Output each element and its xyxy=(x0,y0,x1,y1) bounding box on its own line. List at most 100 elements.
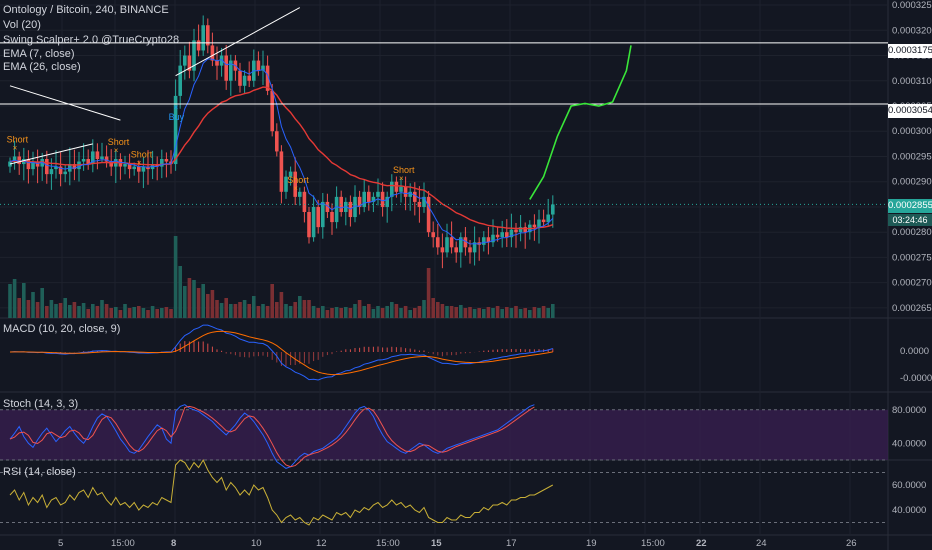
candle-body xyxy=(284,176,288,192)
candle-body xyxy=(413,191,417,202)
volume-bar xyxy=(505,307,509,318)
x-tick-label: 24 xyxy=(756,538,767,549)
level-upper-tag: 0.0003175 xyxy=(888,44,932,58)
candle-body xyxy=(12,156,17,162)
volume-bar xyxy=(477,308,481,318)
volume-bar xyxy=(491,308,495,318)
volume-bar xyxy=(256,306,261,318)
candle-body xyxy=(49,169,54,175)
trendline xyxy=(9,143,93,165)
candle-body xyxy=(302,191,307,212)
candle-body xyxy=(325,201,330,212)
volume-bar xyxy=(307,300,311,318)
candle-body xyxy=(491,234,495,243)
volume-bar xyxy=(233,304,238,318)
volume-bar xyxy=(123,304,127,318)
volume-bar xyxy=(127,308,132,318)
volume-bar xyxy=(215,300,219,318)
volume-bar xyxy=(334,307,339,318)
volume-bar xyxy=(311,306,316,318)
volume-bar xyxy=(54,304,58,318)
volume-bar xyxy=(201,284,205,318)
stoch-k-line xyxy=(9,404,535,469)
volume-bar xyxy=(348,308,353,318)
volume-bar xyxy=(298,296,302,318)
macd-tick-label: -0.0000 xyxy=(900,373,932,384)
volume-bar xyxy=(63,298,67,318)
candle-body xyxy=(35,161,40,167)
candle-body xyxy=(546,214,550,223)
rsi-tick-label: 40.0000 xyxy=(892,505,926,516)
candle-body xyxy=(454,247,458,253)
candle-body xyxy=(486,237,491,243)
volume-bar xyxy=(376,306,380,318)
x-tick-label: 5 xyxy=(58,538,63,549)
ema7-line xyxy=(9,58,554,245)
candle-body xyxy=(72,164,77,170)
volume-bar xyxy=(454,307,458,318)
volume-bar xyxy=(196,288,201,318)
candle-body xyxy=(137,166,141,172)
chart-title: Ontology / Bitcoin, 240, BINANCE xyxy=(3,4,169,16)
candle-body xyxy=(86,159,90,165)
volume-bar xyxy=(528,310,532,318)
volume-bar xyxy=(150,306,155,318)
volume-bar xyxy=(137,306,141,318)
candle-body xyxy=(275,131,279,152)
current-price-tag: 0.0002855 xyxy=(888,199,932,213)
volume-bar xyxy=(468,307,472,318)
candle-body xyxy=(505,232,509,238)
volume-bar xyxy=(100,300,104,318)
volume-bar xyxy=(252,296,256,318)
x-tick-label: 15:00 xyxy=(111,538,135,549)
volume-bar xyxy=(380,308,385,318)
candle-body xyxy=(422,196,426,207)
volume-bar xyxy=(495,306,500,318)
volume-bar xyxy=(325,310,330,318)
ema26-line xyxy=(9,86,554,230)
legend-vol: Vol (20) xyxy=(3,19,41,31)
volume-bar xyxy=(279,292,284,318)
signal-marker: × xyxy=(399,174,404,183)
volume-bar xyxy=(486,307,491,318)
volume-bar xyxy=(12,279,17,318)
candle-body xyxy=(532,224,537,228)
candle-body xyxy=(468,247,472,253)
volume-bar xyxy=(118,310,123,318)
volume-bar xyxy=(417,306,422,318)
candle-body xyxy=(514,229,518,233)
volume-bar xyxy=(72,302,77,318)
signal-label-short: Short xyxy=(108,137,130,147)
candle-body xyxy=(362,191,366,207)
volume-bar xyxy=(160,308,164,318)
level-lower-tag: 0.0003054 xyxy=(888,104,932,118)
candle-body xyxy=(261,65,265,71)
volume-bar xyxy=(77,306,81,318)
volume-bar xyxy=(551,304,555,318)
legend-ema26: EMA (26, close) xyxy=(3,61,81,73)
candle-body xyxy=(431,232,435,238)
x-tick-label: 12 xyxy=(316,538,327,549)
candle-body xyxy=(173,95,178,165)
volume-bar xyxy=(399,308,403,318)
volume-bar xyxy=(440,304,445,318)
candle-body xyxy=(247,75,251,81)
candle-body xyxy=(523,227,527,233)
volume-bar xyxy=(26,300,31,318)
volume-bar xyxy=(58,303,63,318)
volume-bar xyxy=(132,307,136,318)
volume-bar xyxy=(357,300,362,318)
volume-bar xyxy=(541,306,546,318)
legend-ema7: EMA (7, close) xyxy=(3,48,75,60)
signal-label-short: Short xyxy=(393,165,415,175)
candle-body xyxy=(541,219,546,223)
volume-bar xyxy=(95,306,100,318)
candle-body xyxy=(376,191,380,197)
macd-line xyxy=(9,324,553,381)
candle-body xyxy=(54,166,58,170)
volume-bar xyxy=(187,278,192,318)
